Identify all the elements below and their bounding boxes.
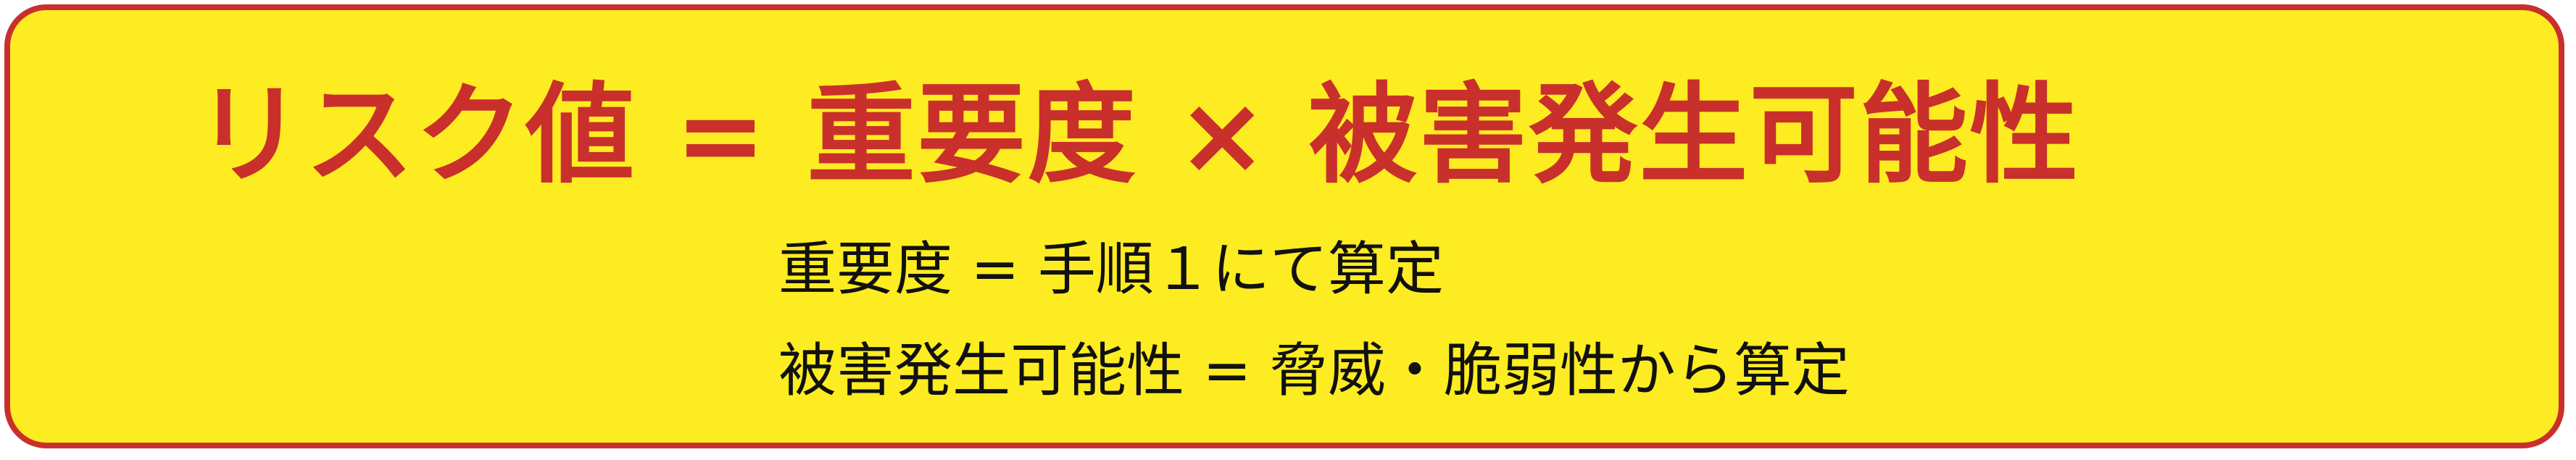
risk-formula-title: リスク値 = 重要度 × 被害発生可能性 bbox=[195, 72, 2080, 198]
likelihood-definition: 被害発生可能性 = 脅威・脆弱性から算定 bbox=[778, 337, 1850, 404]
importance-definition: 重要度 = 手順１にて算定 bbox=[778, 235, 1444, 303]
formula-panel: リスク値 = 重要度 × 被害発生可能性 重要度 = 手順１にて算定 被害発生可… bbox=[4, 4, 2564, 448]
